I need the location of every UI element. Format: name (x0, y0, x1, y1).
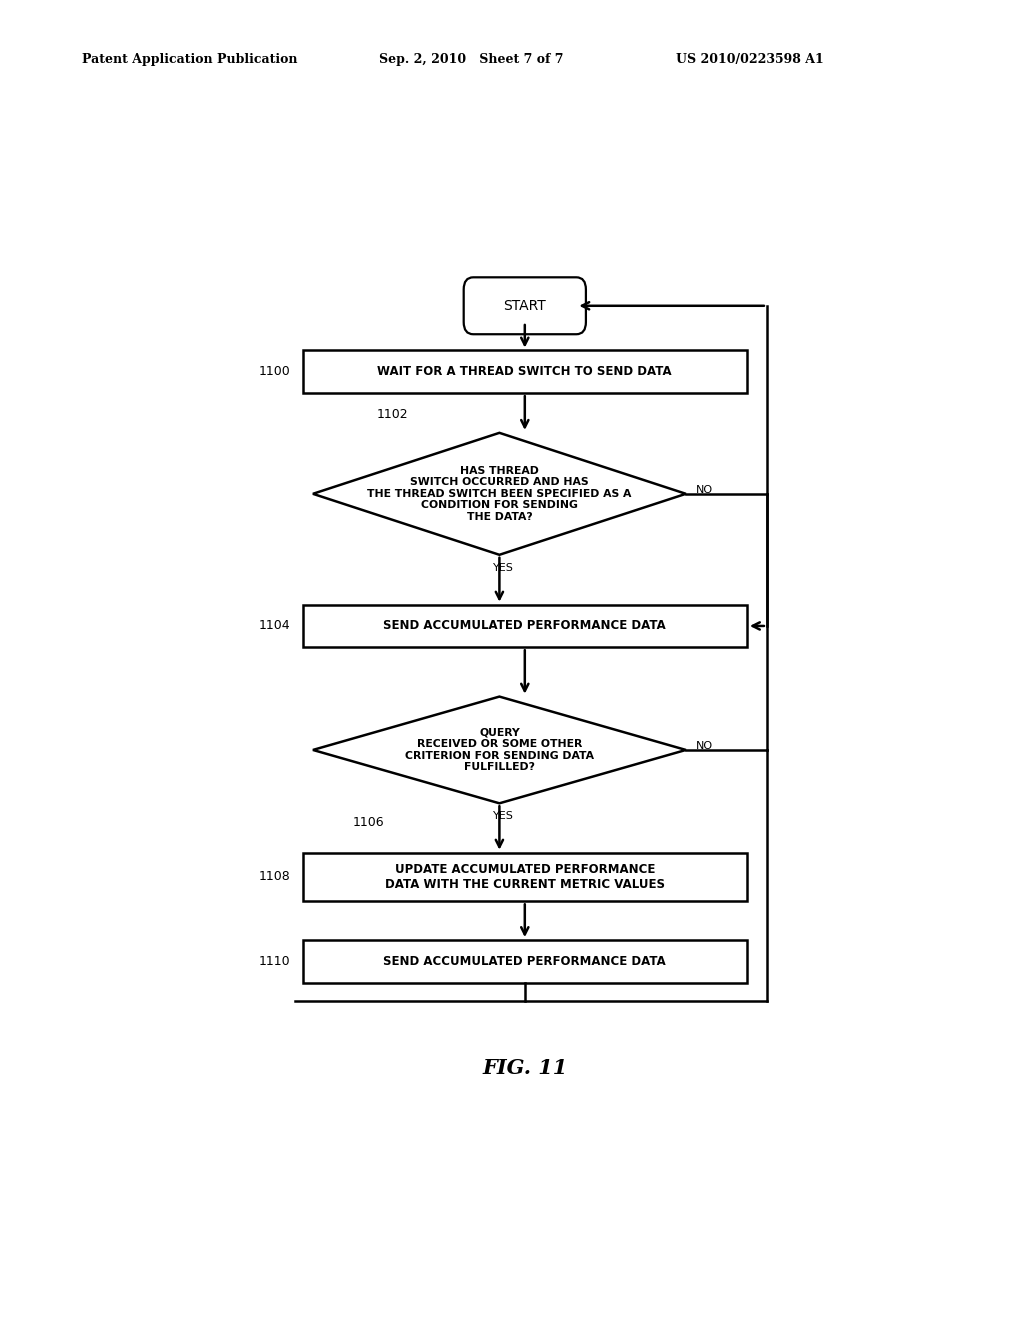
Text: UPDATE ACCUMULATED PERFORMANCE
DATA WITH THE CURRENT METRIC VALUES: UPDATE ACCUMULATED PERFORMANCE DATA WITH… (385, 863, 665, 891)
Bar (303, 940, 748, 982)
Text: QUERY
RECEIVED OR SOME OTHER
CRITERION FOR SENDING DATA
FULFILLED?: QUERY RECEIVED OR SOME OTHER CRITERION F… (404, 727, 594, 772)
Text: 1100: 1100 (259, 366, 291, 379)
Bar (303, 605, 748, 647)
Text: SEND ACCUMULATED PERFORMANCE DATA: SEND ACCUMULATED PERFORMANCE DATA (383, 954, 667, 968)
Text: Patent Application Publication: Patent Application Publication (82, 53, 297, 66)
Bar (303, 351, 748, 393)
Text: HAS THREAD
SWITCH OCCURRED AND HAS
THE THREAD SWITCH BEEN SPECIFIED AS A
CONDITI: HAS THREAD SWITCH OCCURRED AND HAS THE T… (368, 466, 632, 521)
Text: SEND ACCUMULATED PERFORMANCE DATA: SEND ACCUMULATED PERFORMANCE DATA (383, 619, 667, 632)
Text: NO: NO (695, 484, 713, 495)
Polygon shape (313, 697, 686, 804)
Text: YES: YES (493, 812, 514, 821)
Text: NO: NO (695, 741, 713, 751)
Text: 1102: 1102 (377, 408, 408, 421)
Text: Sep. 2, 2010   Sheet 7 of 7: Sep. 2, 2010 Sheet 7 of 7 (379, 53, 563, 66)
Text: US 2010/0223598 A1: US 2010/0223598 A1 (676, 53, 823, 66)
Bar (303, 853, 748, 902)
Text: 1104: 1104 (259, 619, 291, 632)
Text: WAIT FOR A THREAD SWITCH TO SEND DATA: WAIT FOR A THREAD SWITCH TO SEND DATA (378, 366, 672, 379)
FancyBboxPatch shape (464, 277, 586, 334)
Text: 1110: 1110 (259, 954, 291, 968)
Text: 1108: 1108 (259, 870, 291, 883)
Text: START: START (504, 298, 546, 313)
Text: FIG. 11: FIG. 11 (482, 1059, 567, 1078)
Polygon shape (313, 433, 686, 554)
Text: YES: YES (493, 562, 514, 573)
Text: 1106: 1106 (352, 816, 384, 829)
